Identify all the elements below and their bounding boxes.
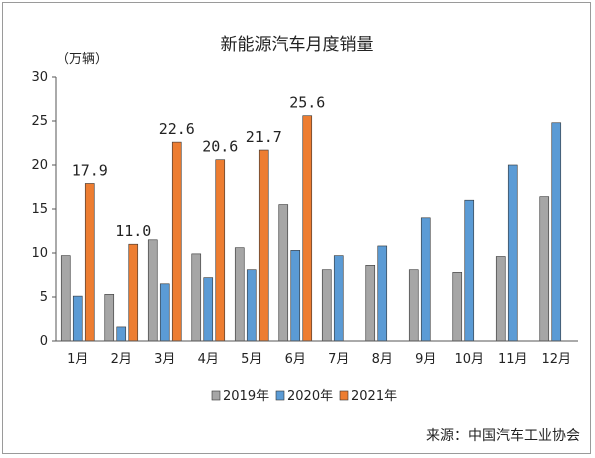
data-label: 25.6 <box>289 94 325 112</box>
x-tick-label: 1月 <box>67 352 88 367</box>
data-label: 22.6 <box>159 120 195 138</box>
y-tick-label: 20 <box>31 158 48 173</box>
y-tick-label: 0 <box>40 334 48 349</box>
x-tick-label: 3月 <box>154 352 175 367</box>
bar-2019年-4月 <box>191 253 202 342</box>
bar-2021年-6月 <box>302 115 313 342</box>
bar-2019年-2月 <box>104 294 115 342</box>
data-labels-group: 17.9 11.0 22.6 20.6 21.7 25.6 <box>72 94 326 240</box>
bar-2019年-12月 <box>539 196 550 342</box>
legend-swatch <box>275 390 285 401</box>
bar-2020年-8月 <box>377 245 388 342</box>
y-tick-label: 15 <box>31 202 48 217</box>
chart-frame <box>2 2 591 454</box>
y-unit-label: （万辆） <box>56 52 108 67</box>
bar-2021年-2月 <box>128 243 139 342</box>
bar-2020年-11月 <box>507 164 518 342</box>
bar-2020年-12月 <box>551 122 562 342</box>
bar-2020年-5月 <box>246 269 257 342</box>
legend-label: 2021年 <box>351 389 397 404</box>
bar-2020年-3月 <box>159 283 170 342</box>
bar-2020年-10月 <box>464 199 475 342</box>
bars-group <box>60 115 562 342</box>
legend: 2019年 2020年 2021年 <box>211 389 397 404</box>
x-tick-label: 9月 <box>415 352 436 367</box>
bar-2019年-5月 <box>234 247 245 342</box>
bar-2020年-7月 <box>333 255 344 342</box>
x-tick-label: 5月 <box>241 352 262 367</box>
bar-2021年-4月 <box>215 159 226 342</box>
bar-2021年-1月 <box>84 183 95 342</box>
x-tick-label: 2月 <box>111 352 132 367</box>
bar-2020年-6月 <box>290 250 301 342</box>
x-tick-label: 12月 <box>541 352 571 367</box>
bar-2020年-1月 <box>72 295 83 342</box>
legend-swatch <box>211 390 221 401</box>
bar-2019年-8月 <box>365 265 376 342</box>
x-tick-label: 6月 <box>285 352 306 367</box>
data-label: 21.7 <box>246 128 282 146</box>
y-tick-label: 5 <box>40 290 48 305</box>
y-axis: 0 5 10 15 20 25 30 <box>31 70 57 349</box>
bar-2020年-4月 <box>203 277 214 342</box>
x-tick-label: 10月 <box>454 352 484 367</box>
bar-2021年-5月 <box>258 149 269 342</box>
y-tick-label: 25 <box>31 114 48 129</box>
bar-2019年-3月 <box>147 239 158 342</box>
legend-swatch <box>339 390 349 401</box>
y-tick-label: 30 <box>31 70 48 85</box>
x-tick-label: 11月 <box>498 352 528 367</box>
legend-label: 2020年 <box>287 389 333 404</box>
bar-2019年-7月 <box>321 269 332 342</box>
bar-2019年-1月 <box>60 255 71 342</box>
bar-2019年-9月 <box>408 269 419 342</box>
bar-2021年-3月 <box>171 141 182 342</box>
bar-2020年-2月 <box>116 326 127 342</box>
legend-label: 2019年 <box>223 389 269 404</box>
bar-2019年-10月 <box>452 272 463 342</box>
y-tick-label: 10 <box>31 246 48 261</box>
x-tick-label: 8月 <box>372 352 393 367</box>
bar-2020年-9月 <box>420 217 431 342</box>
chart-title: 新能源汽车月度销量 <box>221 35 374 55</box>
data-label: 17.9 <box>72 161 108 179</box>
x-tick-label: 4月 <box>198 352 219 367</box>
x-tick-label: 7月 <box>328 352 349 367</box>
data-label: 20.6 <box>202 138 238 156</box>
data-label: 11.0 <box>115 222 151 240</box>
x-axis: 1月 2月 3月 4月 5月 6月 7月 8月 9月 10月 11月 12月 <box>56 340 578 367</box>
bar-2019年-6月 <box>278 204 289 342</box>
bar-2019年-11月 <box>495 256 506 342</box>
source-note: 来源：中国汽车工业协会 <box>426 427 580 444</box>
